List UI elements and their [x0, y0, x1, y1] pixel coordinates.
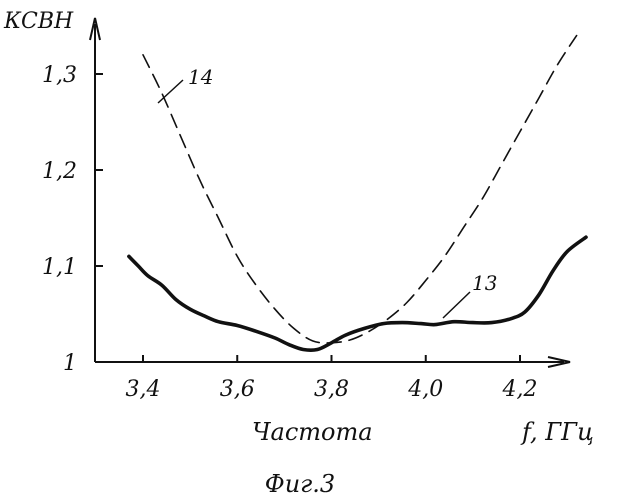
series-14-leader — [158, 80, 183, 103]
series-13-line — [129, 237, 586, 350]
figure-caption: Фиг.3 — [265, 470, 335, 498]
series-13-label: 13 — [472, 271, 497, 295]
x-tick-label: 3,4 — [126, 377, 161, 402]
x-tick-label: 4,0 — [407, 377, 443, 402]
x-axis-title: Частота — [252, 418, 373, 446]
series-14-label: 14 — [188, 65, 213, 89]
labels: 14 13 КСВН Частота f, ГГц Фиг.3 — [3, 9, 594, 498]
y-tick-label: 1,3 — [42, 63, 77, 88]
series-13-leader — [443, 292, 470, 318]
x-unit-label: f, ГГц — [520, 418, 594, 446]
y-axis-title: КСВН — [3, 9, 74, 34]
x-tick-label: 4,2 — [502, 377, 538, 402]
y-tick-label: 1,2 — [42, 159, 77, 184]
x-tick-label: 3,8 — [314, 377, 349, 402]
x-tick-label: 3,6 — [220, 377, 255, 402]
axes — [90, 18, 570, 367]
ticks: 3,4 3,6 3,8 4,0 4,2 1 1,1 1,2 1,3 — [42, 63, 538, 402]
y-tick-label: 1 — [63, 351, 77, 376]
y-tick-label: 1,1 — [42, 255, 77, 280]
